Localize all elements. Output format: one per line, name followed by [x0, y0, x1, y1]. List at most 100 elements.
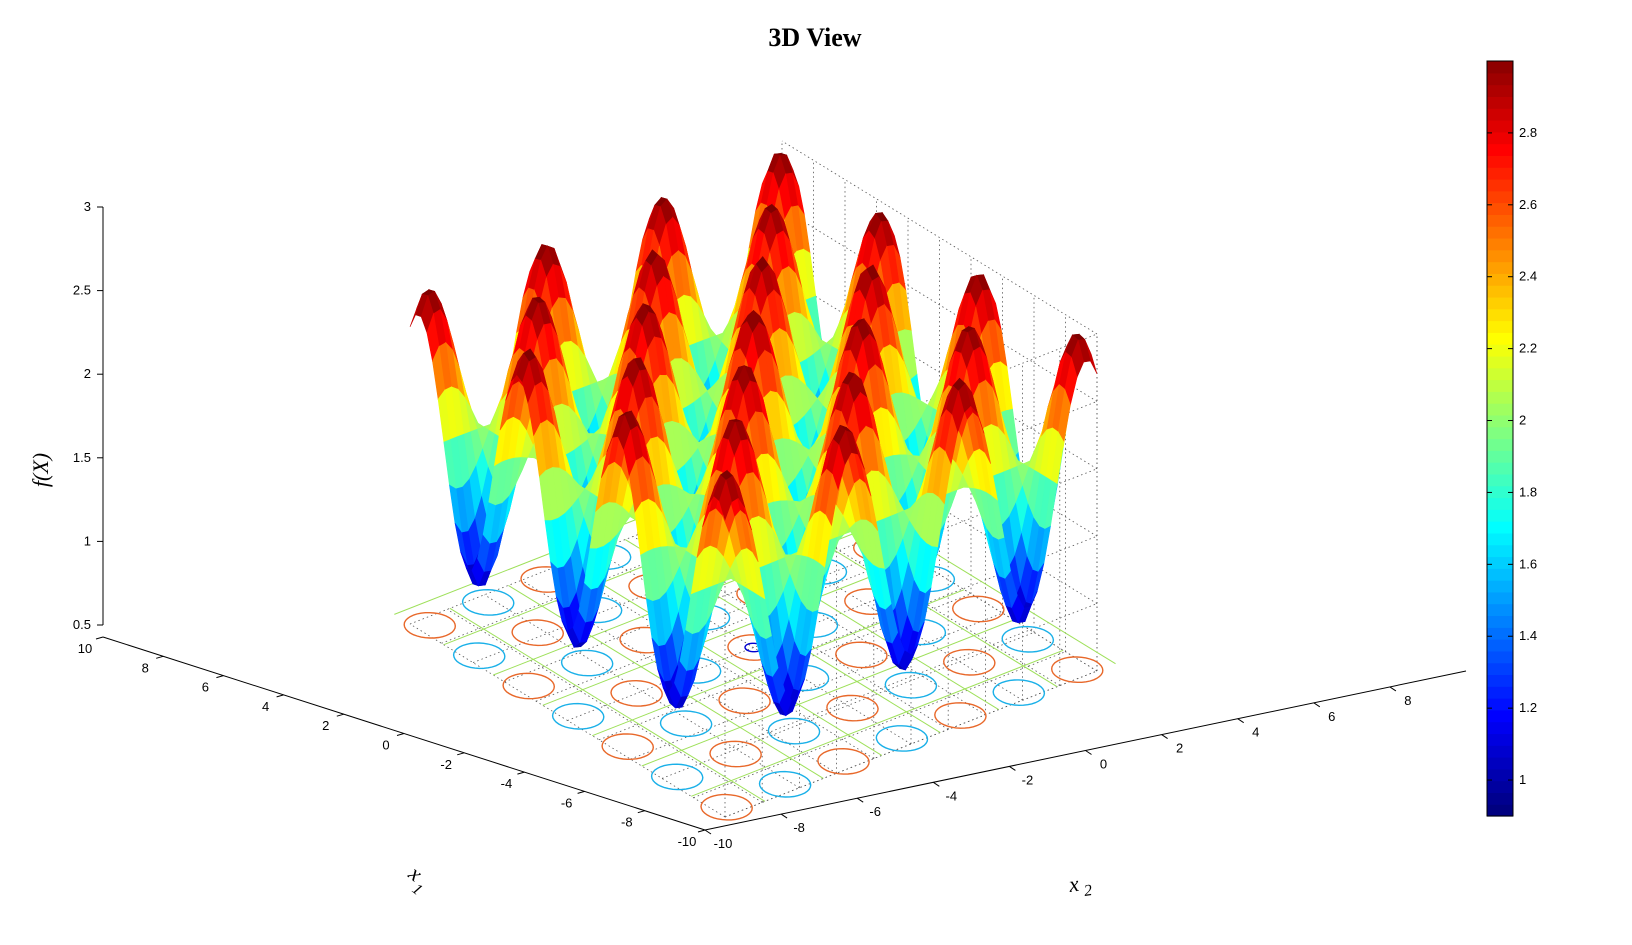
z-tick-label: 3	[84, 199, 91, 214]
colorbar-segment	[1487, 627, 1513, 640]
x1-tick-label: 2	[322, 718, 329, 733]
colorbar-segment	[1487, 296, 1513, 310]
colorbar-segment	[1487, 190, 1513, 204]
contour-line-level2	[542, 558, 915, 706]
contour-ring	[659, 710, 713, 738]
x2-tick-label: 4	[1252, 725, 1259, 740]
colorbar-segment	[1487, 686, 1513, 699]
x2-tick-label: -10	[714, 836, 733, 851]
colorbar-segment	[1487, 379, 1513, 392]
x2-tick-mark	[1389, 686, 1397, 692]
x1-tick-mark	[216, 675, 224, 679]
contour-ring	[403, 612, 457, 639]
x1-tick-mark	[637, 810, 645, 814]
colorbar-segment	[1487, 768, 1513, 782]
colorbar-frame	[1486, 60, 1514, 817]
colorbar-tick-label: 2	[1519, 413, 1526, 428]
x2-tick-label: -6	[869, 804, 881, 819]
colorbar-segment	[1487, 462, 1513, 475]
colorbar-segment	[1487, 320, 1513, 333]
colorbar-segment	[1487, 167, 1513, 180]
colorbar-segment	[1487, 757, 1513, 770]
x1-tick-label: 6	[202, 680, 209, 695]
x1-tick-label: 4	[262, 699, 269, 714]
y-axis-label-sub: 2	[1083, 882, 1093, 900]
contour-ring	[826, 694, 879, 722]
colorbar-segment	[1487, 155, 1513, 168]
colorbar-segment	[1487, 792, 1513, 805]
z-tick-label: 1	[84, 533, 91, 548]
z-tick-label: 2	[84, 366, 91, 381]
colorbar-segment	[1487, 438, 1513, 451]
wall-grid-z2	[724, 401, 1098, 548]
x1-tick-mark	[457, 752, 465, 756]
floor-grid-x	[630, 612, 1003, 760]
contour-ring	[1050, 656, 1104, 683]
contour-line-level2	[449, 607, 766, 802]
x2-tick-label: 2	[1176, 741, 1183, 756]
colorbar-tick-label: 1.6	[1519, 556, 1537, 571]
x1-tick-label: 10	[78, 641, 92, 656]
wall-grid-z2	[724, 670, 1098, 818]
contour-ring	[650, 763, 704, 791]
colorbar-segment	[1487, 367, 1513, 381]
x1-tick-mark	[697, 829, 706, 833]
colorbar: 1 1.2 1.4 1.6 1.8 2 2.2 2.4 2.6 2.8	[1486, 60, 1537, 817]
contour-ring	[700, 793, 753, 821]
contour-ring	[835, 641, 888, 669]
x1-tick-label: -6	[561, 795, 573, 810]
colorbar-segment	[1487, 403, 1513, 416]
x2-tick-label: 8	[1404, 693, 1411, 708]
z-tick-label: 1.5	[73, 450, 91, 465]
colorbar-segment	[1487, 108, 1513, 121]
x1-tick-mark	[276, 694, 284, 698]
y-axis-label-main: x	[1066, 871, 1080, 897]
colorbar-tick-label: 2.2	[1519, 341, 1537, 356]
contour-line-level2	[566, 562, 883, 756]
y-axis-label: x 2	[1066, 871, 1093, 900]
wall-grid-z	[781, 477, 1098, 672]
x2-tick-label: 6	[1328, 709, 1335, 724]
colorbar-segment	[1487, 698, 1513, 711]
colorbar-segment	[1487, 804, 1513, 817]
contour-ring	[452, 642, 506, 670]
colorbar-segment	[1487, 391, 1513, 404]
contour-ring	[511, 619, 565, 647]
colorbar-segment	[1487, 143, 1513, 156]
contour-ring	[461, 588, 515, 616]
colorbar-segment	[1487, 485, 1513, 499]
colorbar-tick-label: 1.8	[1519, 484, 1537, 499]
contour-ring	[610, 679, 663, 707]
colorbar-tick-label: 2.4	[1519, 269, 1537, 284]
floor-grid-y	[558, 565, 875, 759]
x1-tick-mark	[396, 733, 405, 736]
contour-ring	[817, 747, 870, 775]
colorbar-segment	[1487, 344, 1513, 357]
colorbar-segment	[1487, 591, 1513, 605]
x1-tick-mark	[156, 655, 164, 659]
colorbar-segment	[1487, 544, 1513, 558]
colorbar-segment	[1487, 639, 1513, 652]
contour-ring	[601, 733, 655, 761]
axis-layer: 0.5 1 1.5 2 2.5 3 -10 -8 -6 -4 -2 0 2 4 6 8 10 -10 -8 -6 -4 -…	[73, 199, 1467, 851]
wall-grid-z2	[724, 333, 1098, 481]
contour-ring	[718, 687, 771, 715]
colorbar-segment	[1487, 261, 1513, 274]
colorbar-segment	[1487, 119, 1513, 133]
x2-tick-mark	[780, 813, 788, 819]
colorbar-tick-label: 2.8	[1519, 125, 1537, 140]
colorbar-segment	[1487, 650, 1513, 664]
colorbar-segment	[1487, 580, 1513, 593]
x2-tick-label: -2	[1022, 772, 1034, 787]
colorbar-segment	[1487, 615, 1513, 628]
colorbar-tick-label: 1.2	[1519, 700, 1537, 715]
colorbar-segment	[1487, 532, 1513, 546]
wall-grid-z	[781, 140, 1098, 335]
colorbar-segment	[1487, 131, 1513, 145]
contour-ring	[951, 595, 1005, 623]
floor-grid-y	[670, 521, 986, 716]
x1-tick-mark	[95, 636, 104, 640]
x1-tick-mark	[336, 713, 344, 717]
contour-line-level2	[691, 649, 1064, 797]
